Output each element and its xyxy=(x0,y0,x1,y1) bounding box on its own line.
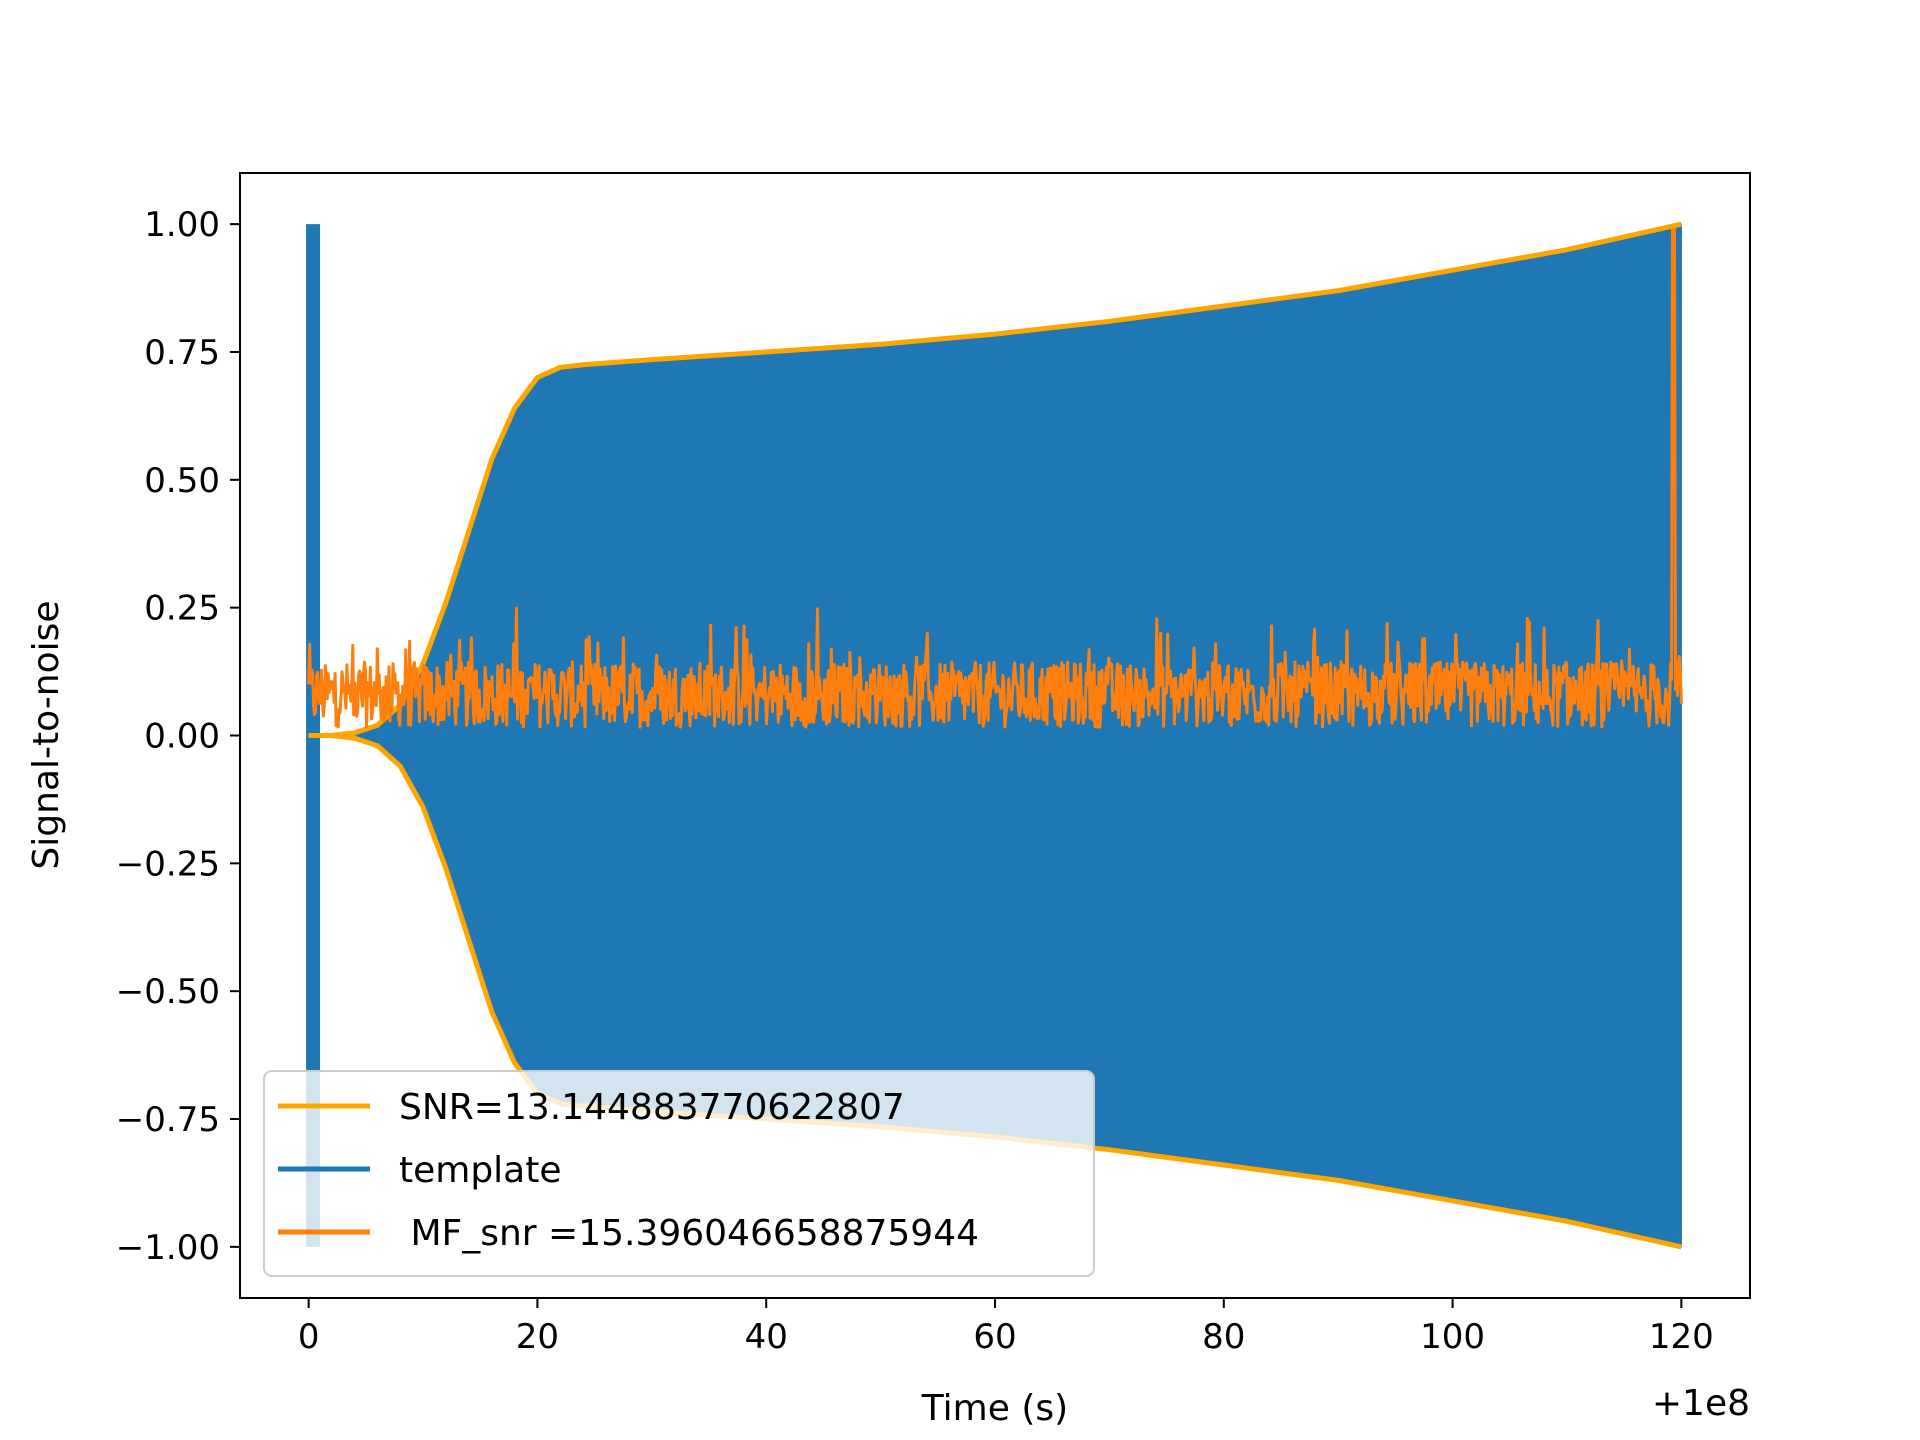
x-tick-label: 40 xyxy=(745,1317,788,1357)
x-axis-title: Time (s) xyxy=(921,1388,1068,1429)
y-tick-label: −1.00 xyxy=(116,1228,220,1268)
y-tick-label: −0.50 xyxy=(116,972,220,1012)
x-tick-label: 60 xyxy=(973,1317,1016,1357)
x-tick-label: 80 xyxy=(1202,1317,1245,1357)
legend-box xyxy=(263,1070,1095,1277)
legend: SNR=13.144883770622807 template MF_snr =… xyxy=(263,1070,1095,1277)
legend-label-snr: SNR=13.144883770622807 xyxy=(399,1087,905,1128)
x-axis-offset-label: +1e8 xyxy=(1652,1383,1750,1424)
x-tick-label: 120 xyxy=(1649,1317,1714,1357)
y-tick-label: 0.50 xyxy=(144,461,220,501)
ticks-layer: 0 20 40 60 80 100 120 1.00 0.75 0.50 0.25 0.00 −0.25… xyxy=(116,205,1714,1357)
y-tick-label: −0.25 xyxy=(116,844,220,884)
legend-label-mf-snr: MF_snr =15.396046658875944 xyxy=(399,1213,979,1254)
y-tick-label: −0.75 xyxy=(116,1100,220,1140)
y-tick-label: 0.00 xyxy=(144,717,220,757)
y-axis-title: Signal-to-noise xyxy=(26,600,67,869)
mf-snr-line xyxy=(307,227,1683,729)
x-tick-label: 100 xyxy=(1420,1317,1485,1357)
y-tick-label: 0.75 xyxy=(144,333,220,373)
y-tick-label: 0.25 xyxy=(144,589,220,629)
legend-label-template: template xyxy=(399,1150,562,1191)
y-tick-label: 1.00 xyxy=(144,205,220,245)
x-tick-label: 20 xyxy=(516,1317,559,1357)
series-layer xyxy=(306,221,1683,1250)
x-tick-label: 0 xyxy=(298,1317,320,1357)
